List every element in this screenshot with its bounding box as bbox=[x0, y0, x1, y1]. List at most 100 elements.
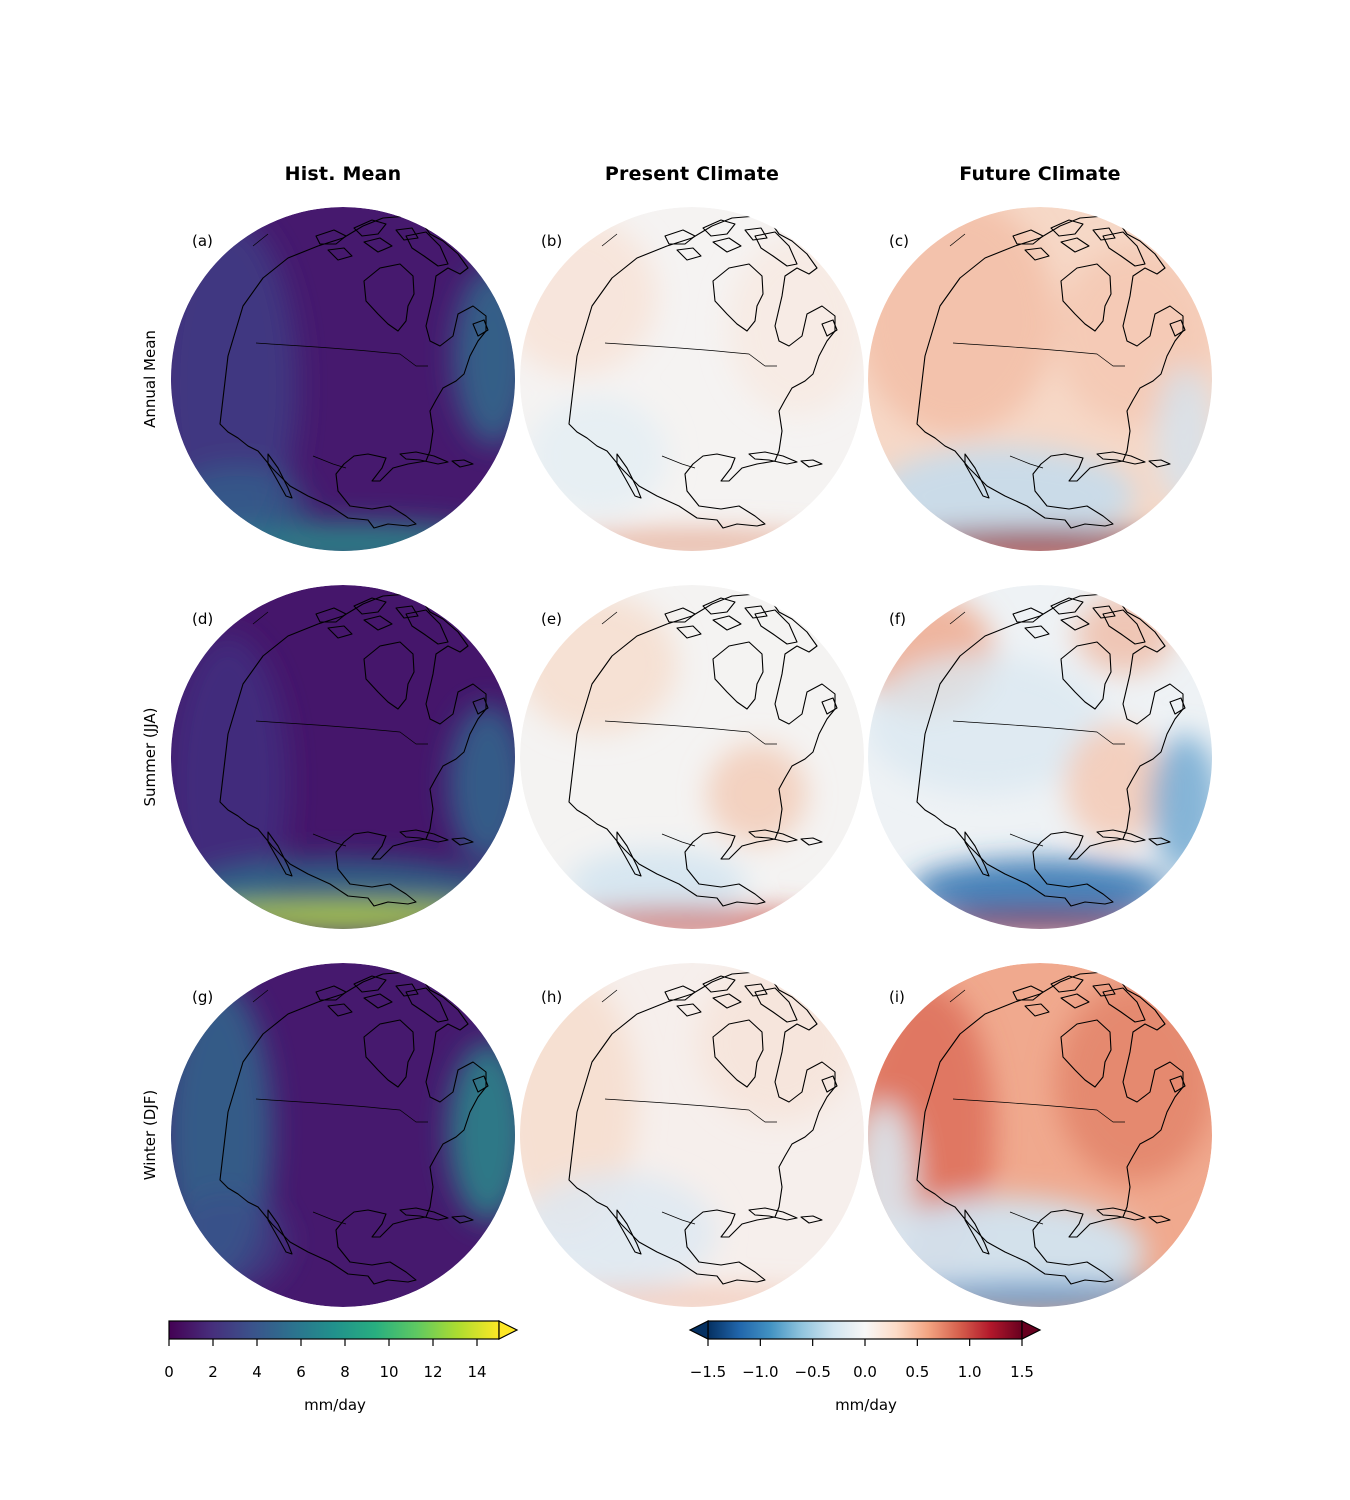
map-panel-f: (f) bbox=[865, 584, 1215, 930]
border-line-1 bbox=[949, 611, 966, 625]
colorbar-hist-tick-label: 0 bbox=[164, 1363, 174, 1381]
border-line-2 bbox=[312, 833, 347, 847]
row-label-annual-text: Annual Mean bbox=[141, 330, 159, 428]
coastline-isl4 bbox=[712, 993, 742, 1009]
coastline-na bbox=[568, 593, 836, 907]
coastline-hudson bbox=[712, 641, 764, 710]
globe-e bbox=[520, 585, 864, 929]
coastline-isl1 bbox=[664, 985, 696, 1001]
colorbar-diff-gradient bbox=[707, 1320, 1023, 1340]
coastline-baffin bbox=[405, 231, 449, 267]
colorbar-hist: mm/day 0 2 4 6 8 10 12 14 bbox=[160, 1312, 540, 1422]
coastline-na bbox=[916, 593, 1184, 907]
border-line-1 bbox=[601, 989, 618, 1003]
column-title-future-climate: Future Climate bbox=[959, 163, 1121, 185]
coastline-hudson bbox=[712, 263, 764, 332]
map-panel-h: (h) bbox=[517, 962, 867, 1308]
panel-label-f: (f) bbox=[889, 610, 906, 628]
globe-h bbox=[520, 963, 864, 1307]
coastline-hudson bbox=[1060, 1019, 1112, 1088]
panel-label-a: (a) bbox=[192, 232, 213, 250]
coastline-hudson bbox=[363, 1019, 415, 1088]
coastline-baffin bbox=[1102, 609, 1146, 645]
globe-h-anomaly-1 bbox=[697, 963, 857, 1122]
coastline-isl5 bbox=[744, 605, 768, 619]
coastline-isl5 bbox=[744, 983, 768, 997]
coastline-baja bbox=[616, 1209, 642, 1255]
colorbar-diff: mm/day −1.5 −1.0 −0.5 0.0 0.5 1.0 1.5 bbox=[680, 1312, 1060, 1422]
colorbar-diff-extend-max bbox=[1021, 1320, 1042, 1340]
coastline-baja bbox=[964, 1209, 990, 1255]
globe-f-anomaly-1 bbox=[1075, 594, 1175, 674]
globe-i bbox=[868, 963, 1212, 1307]
coastline-nfld bbox=[472, 319, 489, 337]
globe-e-anomaly-2 bbox=[567, 849, 747, 919]
border-line-0 bbox=[604, 1098, 777, 1123]
coastline-hisp bbox=[451, 1215, 474, 1224]
border-line-0 bbox=[255, 1098, 428, 1123]
globe-a-anomaly-3 bbox=[171, 466, 308, 546]
coastline-hisp bbox=[1148, 459, 1171, 468]
globe-f-anomaly-5 bbox=[910, 859, 1170, 919]
border-line-0 bbox=[604, 342, 777, 367]
colorbar-hist-tick-label: 8 bbox=[340, 1363, 350, 1381]
coastline-nfld bbox=[821, 1075, 838, 1093]
colorbar-diff-unit: mm/day bbox=[835, 1396, 897, 1414]
colorbar-hist-unit: mm/day bbox=[304, 1396, 366, 1414]
map-panel-g: (g) bbox=[168, 962, 518, 1308]
border-line-1 bbox=[252, 233, 269, 247]
coastline-isl2 bbox=[1050, 219, 1084, 237]
coastline-isl1 bbox=[315, 607, 347, 623]
coastline-isl2 bbox=[1050, 597, 1084, 615]
coastline-cuba bbox=[1096, 829, 1146, 843]
coastline-isl3 bbox=[1024, 247, 1050, 261]
coastline-hisp bbox=[800, 459, 823, 468]
coastline-isl3 bbox=[327, 247, 353, 261]
coastlines-f bbox=[916, 589, 1202, 907]
globe-f-anomaly-3 bbox=[1065, 724, 1165, 844]
coastline-isl2 bbox=[702, 219, 736, 237]
coastline-na bbox=[219, 971, 487, 1285]
coastline-baffin bbox=[754, 231, 798, 267]
coastline-baffin bbox=[754, 987, 798, 1023]
coastline-nfld bbox=[1169, 697, 1186, 715]
coastline-isl5 bbox=[1092, 227, 1116, 241]
coastline-baja bbox=[267, 831, 293, 877]
coastline-isl4 bbox=[1060, 615, 1090, 631]
border-line-1 bbox=[949, 233, 966, 247]
globe-g-anomaly-2 bbox=[171, 1192, 288, 1292]
coastline-cuba bbox=[748, 1207, 798, 1221]
border-line-0 bbox=[952, 1098, 1125, 1123]
colorbar-hist-extend-max bbox=[498, 1320, 519, 1340]
coastline-isl3 bbox=[676, 1003, 702, 1017]
map-panel-a: (a) bbox=[168, 206, 518, 552]
coastline-isl2 bbox=[353, 975, 387, 993]
border-line-0 bbox=[952, 720, 1125, 745]
panel-label-b: (b) bbox=[541, 232, 563, 250]
coastline-nfld bbox=[821, 319, 838, 337]
border-line-2 bbox=[661, 1211, 696, 1225]
coastline-isl1 bbox=[1012, 607, 1044, 623]
coastline-isl3 bbox=[676, 625, 702, 639]
globe-a bbox=[171, 207, 515, 551]
coastline-nfld bbox=[472, 697, 489, 715]
coastline-isl4 bbox=[363, 237, 393, 253]
globe-a-anomaly-2 bbox=[171, 522, 515, 551]
coastline-cuba bbox=[399, 451, 449, 465]
border-line-2 bbox=[1009, 455, 1044, 469]
globe-b bbox=[520, 207, 864, 551]
border-line-2 bbox=[1009, 833, 1044, 847]
colorbar-hist-tick-label: 10 bbox=[379, 1363, 399, 1381]
coastline-baffin bbox=[405, 609, 449, 645]
colorbar-diff-tick-label: −1.0 bbox=[742, 1363, 779, 1381]
panel-label-c: (c) bbox=[889, 232, 909, 250]
coastline-baffin bbox=[1102, 231, 1146, 267]
coastline-isl3 bbox=[327, 625, 353, 639]
globe-f-anomaly-6 bbox=[890, 914, 1190, 929]
colorbar-hist-tick-label: 4 bbox=[252, 1363, 262, 1381]
globe-d bbox=[171, 585, 515, 929]
coastline-na bbox=[916, 971, 1184, 1285]
colorbar-diff-tick-label: 0.0 bbox=[853, 1363, 877, 1381]
coastline-isl4 bbox=[712, 237, 742, 253]
